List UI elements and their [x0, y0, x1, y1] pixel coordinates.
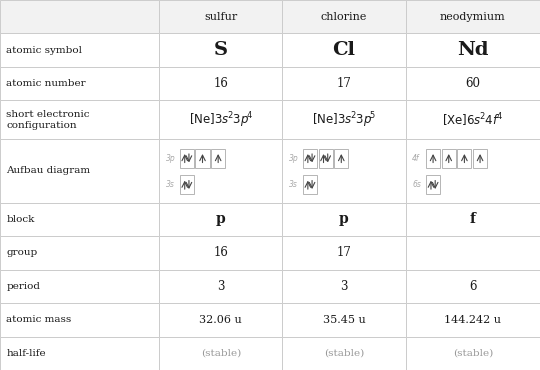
Text: 144.242 u: 144.242 u: [444, 315, 501, 325]
Bar: [457, 149, 471, 168]
Text: (stable): (stable): [453, 349, 493, 358]
Text: atomic number: atomic number: [6, 79, 86, 88]
Bar: [442, 149, 456, 168]
Bar: [0, 269, 159, 303]
Bar: [159, 139, 282, 202]
Bar: [282, 336, 406, 370]
Text: f: f: [470, 212, 476, 226]
Bar: [0, 303, 159, 336]
Bar: [0, 236, 159, 269]
Text: S: S: [214, 41, 228, 59]
Text: atomic symbol: atomic symbol: [6, 46, 83, 55]
Bar: [406, 139, 540, 202]
Text: 3: 3: [217, 280, 225, 293]
Bar: [159, 269, 282, 303]
Bar: [0, 202, 159, 236]
Text: period: period: [6, 282, 40, 291]
Bar: [406, 336, 540, 370]
Text: 17: 17: [336, 246, 352, 259]
Bar: [0, 101, 159, 139]
Text: block: block: [6, 215, 35, 224]
Bar: [180, 149, 194, 168]
Text: 3s: 3s: [289, 180, 298, 189]
Text: $[\mathrm{Xe}]6s^{\!2}4f^{\!4}$: $[\mathrm{Xe}]6s^{\!2}4f^{\!4}$: [442, 111, 503, 129]
Bar: [406, 0, 540, 34]
Text: 4f: 4f: [412, 154, 420, 163]
Bar: [282, 269, 406, 303]
Text: 3: 3: [340, 280, 348, 293]
Bar: [0, 139, 159, 202]
Text: group: group: [6, 248, 38, 257]
Text: 60: 60: [465, 77, 480, 90]
Text: p: p: [339, 212, 349, 226]
Text: 3p: 3p: [289, 154, 299, 163]
Bar: [159, 202, 282, 236]
Text: short electronic
configuration: short electronic configuration: [6, 110, 90, 130]
Text: 16: 16: [213, 77, 228, 90]
Bar: [282, 139, 406, 202]
Bar: [406, 202, 540, 236]
Text: 35.45 u: 35.45 u: [322, 315, 366, 325]
Text: 3s: 3s: [166, 180, 174, 189]
Text: half-life: half-life: [6, 349, 46, 358]
Bar: [282, 202, 406, 236]
Bar: [282, 67, 406, 101]
Bar: [282, 101, 406, 139]
Bar: [0, 336, 159, 370]
Text: 32.06 u: 32.06 u: [199, 315, 242, 325]
Text: sulfur: sulfur: [204, 12, 238, 22]
Bar: [159, 303, 282, 336]
Text: Nd: Nd: [457, 41, 489, 59]
Bar: [159, 101, 282, 139]
Text: chlorine: chlorine: [321, 12, 367, 22]
Bar: [406, 34, 540, 67]
Bar: [0, 34, 159, 67]
Text: 6s: 6s: [412, 180, 421, 189]
Bar: [282, 0, 406, 34]
Text: $[\mathrm{Ne}]3s^{\!2}3p^{\!4}$: $[\mathrm{Ne}]3s^{\!2}3p^{\!4}$: [188, 110, 253, 130]
Text: neodymium: neodymium: [440, 12, 505, 22]
Bar: [303, 175, 317, 195]
Bar: [159, 67, 282, 101]
Bar: [426, 175, 440, 195]
Bar: [406, 101, 540, 139]
Text: Aufbau diagram: Aufbau diagram: [6, 166, 91, 175]
Text: $[\mathrm{Ne}]3s^{\!2}3p^{\!5}$: $[\mathrm{Ne}]3s^{\!2}3p^{\!5}$: [312, 110, 376, 130]
Bar: [303, 149, 317, 168]
Bar: [334, 149, 348, 168]
Bar: [282, 303, 406, 336]
Text: 17: 17: [336, 77, 352, 90]
Bar: [211, 149, 225, 168]
Bar: [282, 34, 406, 67]
Bar: [159, 34, 282, 67]
Text: 16: 16: [213, 246, 228, 259]
Text: (stable): (stable): [324, 349, 364, 358]
Bar: [319, 149, 333, 168]
Text: 6: 6: [469, 280, 476, 293]
Bar: [0, 0, 159, 34]
Text: (stable): (stable): [201, 349, 241, 358]
Text: p: p: [216, 212, 226, 226]
Bar: [406, 269, 540, 303]
Bar: [195, 149, 210, 168]
Bar: [282, 236, 406, 269]
Text: 3p: 3p: [166, 154, 176, 163]
Text: atomic mass: atomic mass: [6, 315, 72, 324]
Bar: [473, 149, 487, 168]
Bar: [426, 149, 440, 168]
Bar: [159, 0, 282, 34]
Bar: [159, 236, 282, 269]
Bar: [0, 67, 159, 101]
Bar: [406, 67, 540, 101]
Bar: [159, 336, 282, 370]
Text: Cl: Cl: [333, 41, 355, 59]
Bar: [406, 303, 540, 336]
Bar: [406, 236, 540, 269]
Bar: [180, 175, 194, 195]
